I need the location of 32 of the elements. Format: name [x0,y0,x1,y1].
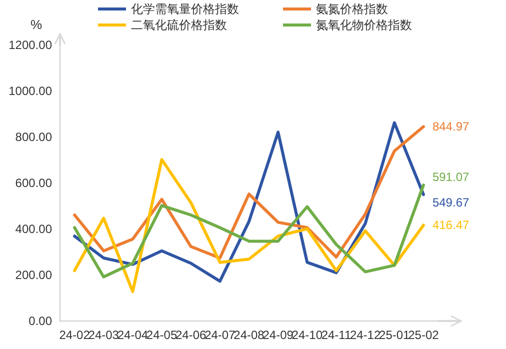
data-label: 416.47 [432,218,470,232]
x-tick-label: 24-05 [146,328,178,342]
x-tick-label: 24-09 [262,328,294,342]
y-tick-label: 400.00 [15,222,52,236]
y-tick-label: 1000.00 [8,84,52,98]
x-tick-label: 24-08 [234,328,265,342]
x-tick-label: 24-11 [321,328,352,342]
legend-label: 化学需氧量价格指数 [131,2,239,16]
x-tick-label: 24-07 [204,328,236,342]
x-tick-label: 24-03 [88,328,120,342]
data-label: 844.97 [432,120,470,134]
x-tick-label: 24-06 [175,328,207,342]
y-tick-label: 1200.00 [8,38,52,52]
x-tick-label: 25-02 [408,328,440,342]
y-axis-title: % [30,17,42,32]
x-tick-label: 25-01 [379,328,410,342]
y-tick-label: 200.00 [15,268,52,282]
line-series [73,184,425,278]
y-tick-label: 0.00 [28,314,52,328]
x-tick-label: 24-04 [117,328,148,342]
y-tick-label: 600.00 [15,176,52,190]
line-series [73,158,425,294]
x-tick-label: 24-12 [350,328,381,342]
data-label: 591.07 [432,170,470,184]
y-tick-label: 800.00 [15,130,52,144]
line-series [73,125,425,260]
x-tick-label: 24-10 [292,328,323,342]
legend-label: 二氧化硫价格指数 [131,18,227,32]
legend-label: 氨氮价格指数 [316,2,388,16]
data-label: 549.67 [432,196,470,210]
x-tick-label: 24-02 [59,328,90,342]
legend-label: 氮氧化物价格指数 [316,18,412,32]
